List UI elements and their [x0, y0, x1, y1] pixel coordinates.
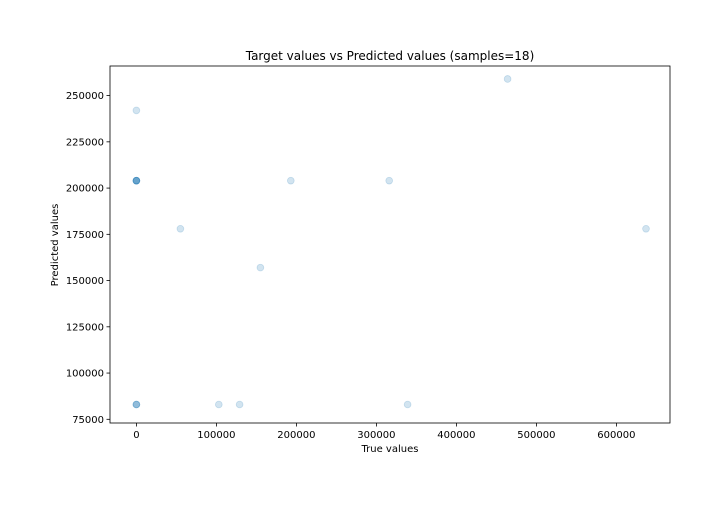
- scatter-point-14: [403, 400, 412, 409]
- x-axis-label: True values: [361, 444, 419, 455]
- x-axis-ticks: 0 100000 200000 300000 400000 500000 600000: [133, 423, 635, 441]
- scatter-point-3: [132, 176, 141, 185]
- plot-frame: [109, 65, 671, 424]
- scatter-point-13: [385, 176, 394, 185]
- scatter-point-5: [132, 400, 141, 409]
- scatter-point-15: [503, 75, 512, 83]
- scatter-point-10: [235, 400, 244, 409]
- y-tick-label-0: 75000: [72, 415, 104, 426]
- y-tick-label-3: 150000: [66, 276, 104, 287]
- y-tick-label-4: 175000: [66, 230, 104, 241]
- chart-title: Target values vs Predicted values (sampl…: [245, 49, 535, 63]
- y-tick-label-2: 125000: [66, 322, 104, 333]
- x-tick-label-5: 500000: [517, 430, 555, 441]
- y-tick-label-6: 225000: [66, 137, 104, 148]
- scatter-point-8: [176, 224, 185, 233]
- scatter-point-16: [642, 224, 650, 233]
- scatter-point-9: [215, 400, 223, 409]
- points-layer: [132, 75, 650, 409]
- x-tick-label-4: 400000: [437, 430, 475, 441]
- y-axis-label: Predicted values: [50, 204, 61, 287]
- scatter-point-1: [132, 176, 141, 185]
- y-tick-label-1: 100000: [66, 369, 104, 380]
- scatter-point-2: [132, 176, 141, 185]
- scatter-point-11: [256, 263, 265, 272]
- scatter-point-4: [132, 176, 141, 185]
- y-tick-label-7: 250000: [66, 91, 104, 102]
- scatter-point-6: [132, 400, 141, 409]
- y-tick-label-5: 200000: [66, 184, 104, 195]
- x-tick-label-0: 0: [133, 430, 139, 441]
- scatter-point-7: [132, 400, 141, 409]
- scatter-point-12: [286, 176, 295, 185]
- x-tick-label-2: 200000: [277, 430, 315, 441]
- x-tick-label-6: 600000: [597, 430, 635, 441]
- y-axis-ticks: 75000 100000 125000 150000 175000 200000 22500…: [66, 91, 110, 426]
- scatter-point-17: [132, 176, 141, 185]
- x-tick-label-1: 100000: [197, 430, 235, 441]
- x-tick-label-3: 300000: [357, 430, 395, 441]
- scatter-point-0: [132, 106, 141, 115]
